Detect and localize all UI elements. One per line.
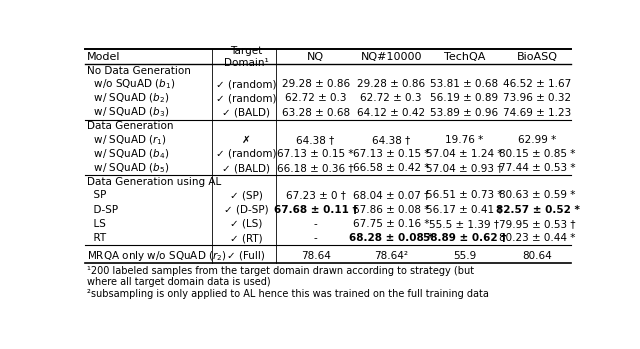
Text: 77.44 ± 0.53 *: 77.44 ± 0.53 *: [499, 163, 576, 173]
Text: w/ SQuAD ($r_1$): w/ SQuAD ($r_1$): [87, 133, 167, 147]
Text: w/ SQuAD ($b_3$): w/ SQuAD ($b_3$): [87, 106, 169, 119]
Text: ²subsampling is only applied to AL hence this was trained on the full training d: ²subsampling is only applied to AL hence…: [87, 289, 489, 299]
Text: 46.52 ± 1.67: 46.52 ± 1.67: [504, 79, 572, 89]
Text: 82.57 ± 0.52 *: 82.57 ± 0.52 *: [495, 205, 579, 215]
Text: 29.28 ± 0.86: 29.28 ± 0.86: [282, 79, 349, 89]
Text: 66.58 ± 0.42 *: 66.58 ± 0.42 *: [353, 163, 429, 173]
Text: 64.38 †: 64.38 †: [372, 135, 410, 145]
Text: 67.23 ± 0 †: 67.23 ± 0 †: [285, 190, 346, 200]
Text: w/ SQuAD ($b_5$): w/ SQuAD ($b_5$): [87, 162, 169, 175]
Text: ✓ (random): ✓ (random): [216, 94, 276, 103]
Text: 78.64²: 78.64²: [374, 251, 408, 261]
Text: w/ SQuAD ($b_2$): w/ SQuAD ($b_2$): [87, 92, 169, 105]
Text: 68.28 ± 0.08 *: 68.28 ± 0.08 *: [349, 233, 433, 243]
Text: ✗: ✗: [242, 135, 250, 145]
Text: w/o SQuAD ($b_1$): w/o SQuAD ($b_1$): [87, 77, 175, 91]
Text: NQ#10000: NQ#10000: [360, 52, 422, 62]
Text: ✓ (Full): ✓ (Full): [227, 251, 265, 261]
Text: 63.28 ± 0.68: 63.28 ± 0.68: [282, 108, 349, 118]
Text: 67.86 ± 0.08 *: 67.86 ± 0.08 *: [353, 205, 429, 215]
Text: 78.64: 78.64: [301, 251, 330, 261]
Text: 74.69 ± 1.23: 74.69 ± 1.23: [504, 108, 572, 118]
Text: TechQA: TechQA: [444, 52, 485, 62]
Text: 55.9: 55.9: [452, 251, 476, 261]
Text: -: -: [314, 219, 317, 229]
Text: 67.75 ± 0.16 *: 67.75 ± 0.16 *: [353, 219, 429, 229]
Text: 80.64: 80.64: [523, 251, 552, 261]
Text: Target
Domain¹: Target Domain¹: [224, 46, 269, 68]
Text: 56.19 ± 0.89: 56.19 ± 0.89: [430, 94, 499, 103]
Text: ✓ (D-SP): ✓ (D-SP): [224, 205, 268, 215]
Text: Data Generation: Data Generation: [87, 121, 173, 131]
Text: 73.96 ± 0.32: 73.96 ± 0.32: [504, 94, 572, 103]
Text: LS: LS: [87, 219, 106, 229]
Text: Model: Model: [87, 52, 120, 62]
Text: 64.38 †: 64.38 †: [296, 135, 335, 145]
Text: w/ SQuAD ($b_4$): w/ SQuAD ($b_4$): [87, 147, 169, 161]
Text: ✓ (random): ✓ (random): [216, 79, 276, 89]
Text: ¹200 labeled samples from the target domain drawn according to strategy (but: ¹200 labeled samples from the target dom…: [87, 266, 477, 276]
Text: 79.95 ± 0.53 †: 79.95 ± 0.53 †: [499, 219, 576, 229]
Text: 53.89 ± 0.96: 53.89 ± 0.96: [430, 108, 499, 118]
Text: 80.63 ± 0.59 *: 80.63 ± 0.59 *: [499, 190, 576, 200]
Text: MRQA only w/o SQuAD ($r_2$): MRQA only w/o SQuAD ($r_2$): [87, 249, 227, 263]
Text: 56.51 ± 0.73 *: 56.51 ± 0.73 *: [426, 190, 502, 200]
Text: where all target domain data is used): where all target domain data is used): [87, 277, 271, 288]
Text: 64.12 ± 0.42: 64.12 ± 0.42: [357, 108, 426, 118]
Text: ✓ (BALD): ✓ (BALD): [222, 163, 270, 173]
Text: 80.15 ± 0.85 *: 80.15 ± 0.85 *: [499, 149, 576, 159]
Text: ✓ (SP): ✓ (SP): [230, 190, 262, 200]
Text: 62.99 *: 62.99 *: [518, 135, 557, 145]
Text: ✓ (random): ✓ (random): [216, 149, 276, 159]
Text: BioASQ: BioASQ: [517, 52, 558, 62]
Text: 66.18 ± 0.36 †: 66.18 ± 0.36 †: [277, 163, 354, 173]
Text: 55.5 ± 1.39 †: 55.5 ± 1.39 †: [429, 219, 499, 229]
Text: 68.04 ± 0.07 †: 68.04 ± 0.07 †: [353, 190, 429, 200]
Text: ✓ (BALD): ✓ (BALD): [222, 108, 270, 118]
Text: 56.17 ± 0.41 †: 56.17 ± 0.41 †: [426, 205, 502, 215]
Text: Data Generation using AL: Data Generation using AL: [87, 177, 221, 187]
Text: 67.68 ± 0.11 †: 67.68 ± 0.11 †: [274, 205, 357, 215]
Text: No Data Generation: No Data Generation: [87, 66, 191, 76]
Text: 80.23 ± 0.44 *: 80.23 ± 0.44 *: [499, 233, 576, 243]
Text: 62.72 ± 0.3: 62.72 ± 0.3: [360, 94, 422, 103]
Text: 62.72 ± 0.3: 62.72 ± 0.3: [285, 94, 346, 103]
Text: NQ: NQ: [307, 52, 324, 62]
Text: 58.89 ± 0.62 †: 58.89 ± 0.62 †: [422, 233, 506, 243]
Text: RT: RT: [87, 233, 106, 243]
Text: ✓ (RT): ✓ (RT): [230, 233, 262, 243]
Text: D-SP: D-SP: [87, 205, 118, 215]
Text: -: -: [314, 233, 317, 243]
Text: SP: SP: [87, 190, 106, 200]
Text: 67.13 ± 0.15 *: 67.13 ± 0.15 *: [353, 149, 429, 159]
Text: 57.04 ± 0.93 †: 57.04 ± 0.93 †: [426, 163, 502, 173]
Text: 19.76 *: 19.76 *: [445, 135, 484, 145]
Text: 57.04 ± 1.24 *: 57.04 ± 1.24 *: [426, 149, 502, 159]
Text: ✓ (LS): ✓ (LS): [230, 219, 262, 229]
Text: 67.13 ± 0.15 *: 67.13 ± 0.15 *: [277, 149, 354, 159]
Text: 29.28 ± 0.86: 29.28 ± 0.86: [357, 79, 426, 89]
Text: 53.81 ± 0.68: 53.81 ± 0.68: [430, 79, 499, 89]
